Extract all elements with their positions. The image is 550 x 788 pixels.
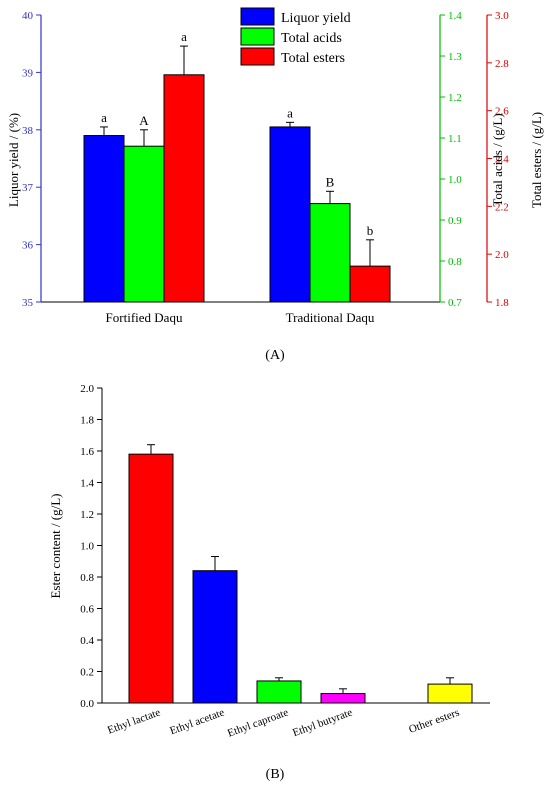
panel-a-y3-tick-label: 2.6 — [495, 106, 509, 118]
panel-b-category-label: Ethyl butyrate — [291, 707, 354, 740]
panel-a-y3-tick-label: 1.8 — [495, 297, 509, 309]
panel-a-category-label: Traditional Daqu — [286, 310, 375, 325]
panel-b: 0.0 0.2 0.4 0.6 0.8 1.0 1.2 1.4 1.6 1.8 2.0 Ethyl … — [48, 383, 490, 782]
panel-b-y-tick-label: 1.0 — [80, 541, 94, 553]
panel-b-y-tick-label: 0.0 — [80, 698, 94, 710]
panel-a-label: (A) — [265, 348, 285, 363]
panel-b-bar — [427, 683, 473, 704]
panel-a-y3-tick-label: 2.4 — [495, 154, 509, 166]
panel-a-legend-label: Liquor yield — [281, 11, 351, 26]
panel-a-y2-label: Total acids / (g/L) — [490, 113, 505, 206]
panel-b-category-label: Ethyl acetate — [168, 707, 226, 738]
panel-b-category-label: Ethyl caproate — [226, 707, 290, 740]
panel-b-y-tick-label: 1.6 — [80, 446, 94, 458]
panel-a-axes: 35 36 37 38 39 40 0.7 0.8 0.9 1.0 1.1 1.2 1.3 1.4 1.8 2… — [22, 10, 509, 309]
panel-a-bar — [309, 203, 351, 303]
panel-b-y-tick-label: 2.0 — [80, 383, 94, 395]
panel-b-y-tick-label: 1.8 — [80, 415, 94, 427]
panel-b-ylabel: Ester content / (g/L) — [48, 493, 63, 598]
panel-a-y1-tick-label: 38 — [22, 125, 34, 137]
panel-a-bar — [83, 135, 125, 303]
panel-a-y1-tick-label: 35 — [22, 297, 34, 309]
panel-a-legend-swatch — [240, 27, 275, 46]
panel-a-significance-label: B — [326, 174, 335, 189]
panel-a-y3-tick-label: 2.8 — [495, 58, 509, 70]
panel-a-significance-label: b — [367, 223, 374, 238]
panel-a-y3-tick-label: 2.0 — [495, 249, 509, 261]
panel-a-y2-tick-label: 1.2 — [448, 92, 462, 104]
panel-b-y-tick-label: 1.4 — [80, 478, 94, 490]
panel-a-bar — [163, 74, 205, 303]
panel-a-y3-tick-label: 3.0 — [495, 10, 509, 22]
panel-b-y-tick-label: 0.4 — [80, 635, 94, 647]
panel-b-category-label: Ethyl lactate — [106, 707, 162, 737]
panel-b-y-tick-label: 0.2 — [80, 667, 94, 679]
panel-a-bar — [349, 265, 391, 303]
panel-a-bar — [123, 145, 165, 303]
panel-a-y1-tick-label: 37 — [22, 182, 34, 194]
panel-a-legend-label: Total acids — [281, 31, 342, 46]
panel-a-bar — [269, 126, 311, 303]
panel-b-y-tick-label: 1.2 — [80, 509, 94, 521]
panel-a-y2-tick-label: 0.8 — [448, 256, 462, 268]
panel-a-y2-tick-label: 1.3 — [448, 51, 462, 63]
panel-a-y1-tick-label: 36 — [22, 240, 34, 252]
panel-a-y2-tick-label: 1.0 — [448, 174, 462, 186]
panel-a-legend-label: Total esters — [281, 51, 345, 66]
panel-a: 35 36 37 38 39 40 0.7 0.8 0.9 1.0 1.1 1.2 1.3 1.4 1.8 2… — [6, 7, 544, 363]
panel-a-category-label: Fortified Daqu — [106, 310, 183, 325]
panel-a-legend-swatch — [240, 47, 275, 66]
panel-a-significance-label: a — [287, 105, 293, 120]
panel-b-y-tick-label: 0.8 — [80, 572, 94, 584]
panel-a-y1-tick-label: 40 — [22, 10, 34, 22]
panel-a-legend-swatch — [240, 7, 275, 26]
panel-b-bar — [320, 693, 366, 704]
panel-b-y-tick-label: 0.6 — [80, 604, 94, 616]
panel-a-y2-tick-label: 0.7 — [448, 297, 462, 309]
panel-a-significance-label: A — [139, 113, 149, 128]
panel-a-significance-label: a — [101, 110, 107, 125]
panel-a-y1-label: Liquor yield / (%) — [6, 113, 21, 207]
panel-a-bars: a a A Ba b Fortified Daqu Traditional Daqu — [83, 29, 391, 325]
panel-a-y2-tick-label: 1.1 — [448, 133, 462, 145]
panel-a-legend: Liquor yield Total acids Total esters — [240, 7, 351, 66]
panel-a-y2-tick-label: 0.9 — [448, 215, 462, 227]
panel-a-y3-tick-label: 2.2 — [495, 201, 509, 213]
panel-a-y2-tick-label: 1.4 — [448, 10, 462, 22]
panel-b-bar — [192, 570, 238, 704]
panel-b-category-label: Other esters — [407, 707, 461, 736]
panel-b-label: (B) — [266, 767, 285, 782]
panel-b-bar — [128, 453, 174, 704]
panel-a-y1-tick-label: 39 — [22, 67, 34, 79]
panel-b-bar — [256, 680, 302, 704]
panel-a-significance-label: a — [181, 29, 187, 44]
panel-a-y3-label: Total esters / (g/L) — [529, 112, 544, 208]
panel-b-bars: Ethyl lactate Ethyl acetate Ethyl caproate… — [106, 444, 473, 740]
